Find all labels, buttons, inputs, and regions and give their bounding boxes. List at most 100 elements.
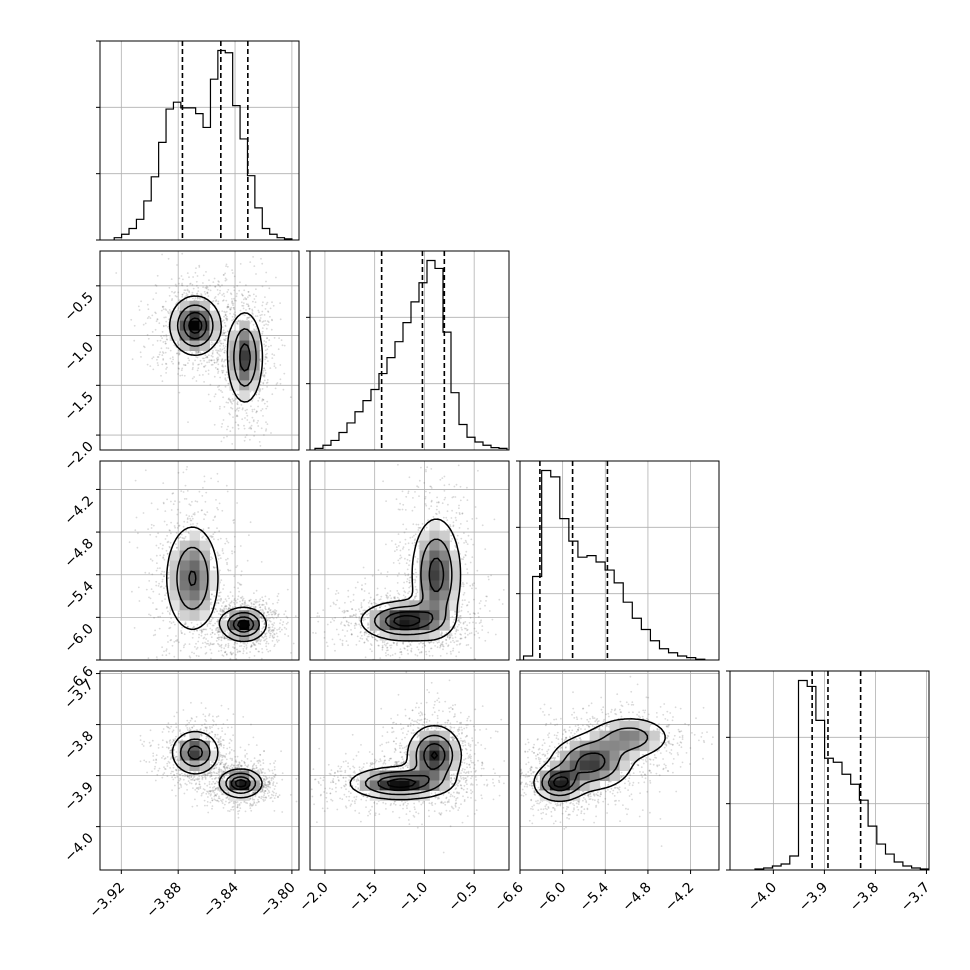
scatter-point [467, 633, 469, 636]
scatter-point [183, 773, 186, 776]
scatter-point [217, 363, 220, 366]
scatter-point [383, 755, 386, 758]
scatter-point [169, 742, 172, 744]
scatter-point [163, 766, 165, 769]
scatter-point [152, 368, 155, 371]
scatter-point [364, 618, 366, 621]
scatter-point [158, 353, 161, 356]
scatter-point [218, 613, 220, 615]
scatter-point [216, 786, 219, 789]
scatter-point [398, 656, 401, 659]
scatter-point [249, 807, 252, 810]
scatter-point [384, 802, 387, 805]
scatter-point [213, 643, 215, 645]
scatter-point [272, 602, 274, 605]
scatter-point [226, 306, 229, 309]
scatter-point [270, 779, 273, 782]
scatter-point [251, 410, 254, 413]
scatter-point [217, 771, 220, 773]
scatter-point [182, 471, 185, 474]
density-cell [239, 630, 250, 641]
scatter-point [481, 524, 484, 527]
scatter-point [279, 630, 281, 633]
scatter-point [275, 617, 278, 619]
scatter-point [266, 788, 269, 790]
scatter-point [428, 815, 430, 818]
scatter-point [221, 371, 224, 373]
scatter-point [258, 397, 261, 399]
scatter-point [445, 516, 448, 519]
scatter-point [227, 772, 230, 774]
density-cell [189, 580, 200, 591]
scatter-point [374, 602, 377, 605]
scatter-point [263, 434, 265, 436]
scatter-point [178, 769, 181, 772]
scatter-point [232, 646, 234, 648]
scatter-point [155, 656, 158, 658]
scatter-point [189, 719, 192, 722]
scatter-point [446, 519, 449, 521]
scatter-point [363, 641, 366, 644]
scatter-point [284, 633, 286, 636]
scatter-point [261, 786, 264, 789]
scatter-point [241, 294, 244, 297]
scatter-point [152, 755, 155, 757]
scatter-point [224, 385, 227, 388]
scatter-point [223, 584, 225, 586]
scatter-point [235, 801, 238, 804]
scatter-point [270, 613, 273, 616]
scatter-point [274, 643, 276, 646]
scatter-point [247, 764, 250, 767]
scatter-point [414, 595, 417, 598]
scatter-point [199, 785, 202, 788]
scatter-point [463, 665, 465, 667]
scatter-point [480, 621, 482, 623]
scatter-point [385, 644, 387, 647]
scatter-point [205, 642, 208, 645]
scatter-point [223, 637, 226, 640]
scatter-point [424, 645, 427, 647]
scatter-point [234, 398, 237, 400]
scatter-point [174, 738, 177, 740]
scatter-point [252, 642, 255, 645]
density-cell [229, 370, 240, 381]
scatter-point [165, 309, 168, 311]
scatter-point [460, 609, 463, 612]
scatter-point [151, 573, 154, 576]
scatter-point [264, 790, 267, 792]
scatter-point [493, 518, 496, 521]
scatter-point [279, 619, 282, 621]
scatter-point [458, 512, 461, 514]
scatter-point [271, 776, 273, 779]
scatter-point [217, 642, 219, 645]
scatter-point [181, 252, 184, 255]
scatter-point [415, 595, 418, 597]
scatter-point [206, 623, 209, 626]
scatter-point [272, 784, 274, 786]
contour-line [384, 557, 445, 631]
scatter-point [456, 735, 459, 737]
scatter-point [179, 687, 181, 689]
scatter-point [337, 765, 340, 768]
scatter-point [258, 650, 260, 653]
scatter-point [244, 764, 247, 766]
scatter-point [457, 619, 460, 622]
scatter-point [224, 374, 227, 376]
scatter-point [163, 772, 166, 774]
scatter-point [432, 516, 435, 518]
scatter-point [380, 572, 382, 575]
scatter-point [462, 556, 465, 559]
scatter-point [224, 616, 227, 618]
density-cell [419, 560, 430, 571]
scatter-point [222, 274, 225, 276]
scatter-point [211, 351, 214, 354]
scatter-point [413, 816, 416, 818]
scatter-point [326, 645, 329, 648]
scatter-point [246, 765, 248, 768]
scatter-point [184, 364, 187, 367]
scatter-point [151, 331, 154, 333]
scatter-point [222, 775, 225, 778]
scatter-point [209, 801, 212, 804]
scatter-point [460, 537, 463, 540]
scatter-point [200, 728, 202, 730]
